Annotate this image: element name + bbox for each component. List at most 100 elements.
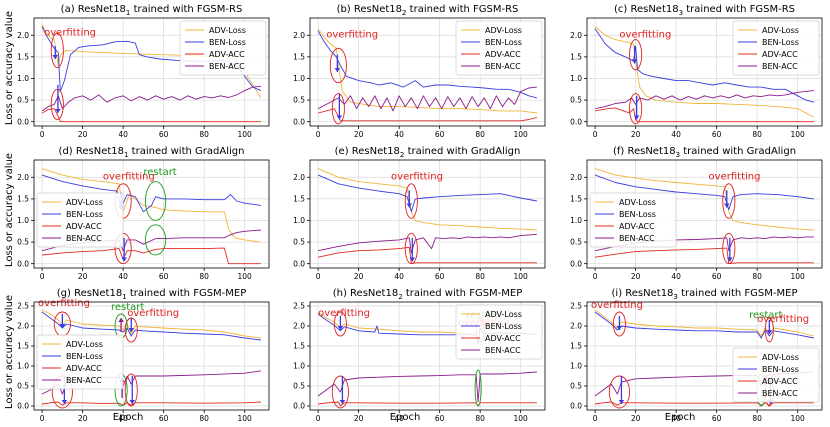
chart-title: (g) ResNet181 trained with FGSM-MEP: [57, 288, 247, 301]
annotation-arrow-head: [727, 257, 733, 262]
chart-title-subscript: 3: [679, 9, 683, 17]
annotation-label-overfit: overfitting: [127, 308, 179, 319]
annotation-ellipse-restart: [474, 369, 482, 407]
chart-title-rest: trained with FGSM-MEP: [403, 288, 523, 299]
chart-title-main: (g) ResNet18: [57, 288, 122, 299]
y-tick-label: 2.0: [17, 322, 29, 331]
y-tick-label: 1.5: [570, 194, 582, 203]
y-tick-label: 2.0: [293, 173, 305, 182]
series-line-adv-acc: [595, 247, 814, 265]
x-tick-label: 40: [671, 130, 681, 139]
legend-label-ben-loss: BEN-Loss: [209, 38, 246, 47]
legend-label-ben-loss: BEN-Loss: [66, 210, 103, 219]
annotation-label-overfit: overfitting: [44, 27, 96, 38]
legend: ADV-Loss BEN-Loss ADV-ACC BEN-ACC: [589, 192, 677, 248]
series-line-ben-loss: [41, 174, 261, 213]
x-tick-label: 100: [238, 130, 253, 139]
y-tick-label: 2.5: [17, 302, 29, 311]
y-tick-label: 2.0: [570, 173, 582, 182]
y-tick-label: 1.5: [293, 52, 305, 61]
legend-label-adv-acc: ADV-ACC: [66, 222, 102, 231]
y-tick-label: 1.5: [17, 52, 29, 61]
x-tick-label: 40: [118, 414, 128, 423]
y-tick-label: 0.5: [17, 382, 29, 391]
annotation-arrow-head: [336, 115, 343, 120]
series-line-adv-acc: [317, 108, 538, 122]
legend: ADV-Loss BEN-Loss ADV-ACC BEN-ACC: [732, 347, 820, 403]
legend-label-ben-acc: BEN-ACC: [485, 346, 521, 355]
annotation-label-overfit: overfitting: [38, 298, 90, 309]
x-tick-label: 20: [631, 130, 641, 139]
legend-label-ben-loss: BEN-Loss: [485, 38, 522, 47]
figure-xlabel-left: Epoch: [113, 412, 144, 423]
y-tick-label: 1.0: [293, 362, 305, 371]
y-tick-label: 0.5: [293, 96, 305, 105]
chart-title-main: (d) ResNet18: [59, 146, 124, 157]
annotation-arrow-head: [121, 257, 127, 262]
annotation-arrow-head: [616, 326, 623, 330]
y-tick-label: 0.5: [570, 96, 582, 105]
x-tick-label: 100: [791, 272, 806, 281]
legend-label-adv-loss: ADV-Loss: [66, 340, 103, 349]
y-tick-label: 0.0: [17, 117, 29, 126]
annotation-arrow-head: [766, 330, 773, 334]
series-line-ben-acc: [318, 233, 537, 254]
x-tick-label: 60: [159, 130, 169, 139]
annotation-label-restart: restart: [111, 302, 144, 313]
legend-label-ben-loss: BEN-Loss: [619, 210, 656, 219]
x-tick-label: 0: [40, 130, 45, 139]
x-tick-label: 60: [435, 414, 445, 423]
x-tick-label: 20: [354, 414, 364, 423]
annotation-ellipse-overfit: [722, 183, 736, 219]
chart-title-rest: trained with FGSM-MEP: [127, 288, 247, 299]
annotation-label-restart: restart: [749, 310, 782, 321]
y-tick-label: 1.0: [293, 74, 305, 83]
series-line-adv-acc: [42, 401, 261, 406]
chart-title-rest: trained with GradAlign: [404, 146, 520, 157]
chart-panel-7: (h) ResNet182 trained with FGSM-MEP 0 20 40…: [293, 288, 546, 423]
legend-label-ben-acc: BEN-ACC: [619, 234, 655, 243]
series-line-adv-loss: [594, 168, 814, 231]
annotation-arrow-head: [129, 400, 136, 404]
x-tick-label: 20: [354, 272, 364, 281]
y-tick-label: 0.5: [570, 238, 582, 247]
series-line-ben-acc: [317, 86, 537, 112]
chart-title-main: (e) ResNet18: [335, 146, 400, 157]
chart-title-subscript: 1: [124, 151, 128, 159]
chart-panel-0: (a) ResNet181 trained with FGSM-RS 0 20 40 6…: [17, 4, 270, 139]
x-tick-label: 0: [593, 414, 598, 423]
y-tick-label: 1.5: [570, 342, 582, 351]
chart-title-rest: trained with FGSM-RS: [130, 4, 242, 15]
x-tick-label: 100: [514, 414, 529, 423]
series-line-ben-acc: [595, 90, 814, 110]
chart-panel-5: (f) ResNet183 trained with GradAlign 0 20 4…: [570, 146, 823, 281]
axes-frame: [586, 17, 823, 127]
x-tick-label: 40: [118, 130, 128, 139]
legend-label-adv-loss: ADV-Loss: [619, 198, 656, 207]
figure-ylabel-bottom: Loss or accuracy value: [4, 295, 15, 409]
legend-label-adv-loss: ADV-Loss: [209, 26, 246, 35]
axes-frame: [33, 17, 270, 127]
chart-title: (e) ResNet182 trained with GradAlign: [335, 146, 521, 159]
legend-label-adv-acc: ADV-ACC: [485, 334, 521, 343]
legend-label-adv-loss: ADV-Loss: [762, 26, 799, 35]
chart-panel-4: (e) ResNet182 trained with GradAlign 0 20 4…: [293, 146, 546, 281]
annotation-label-overfit: overfitting: [391, 171, 443, 182]
series-line-adv-acc: [318, 246, 537, 265]
legend: ADV-Loss BEN-Loss ADV-ACC BEN-ACC: [455, 304, 543, 360]
y-tick-label: 1.0: [570, 362, 582, 371]
chart-title: (a) ResNet181 trained with FGSM-RS: [61, 4, 243, 17]
chart-title-rest: trained with FGSM-MEP: [678, 288, 798, 299]
chart-title-subscript: 3: [676, 151, 680, 159]
legend-label-adv-acc: ADV-ACC: [66, 364, 102, 373]
annotation-arrow-head: [406, 203, 413, 208]
chart-title-main: (c) ResNet18: [614, 4, 679, 15]
annotation-ellipse-overfit: [331, 93, 345, 125]
legend-box: [732, 347, 820, 403]
series-line-adv-loss: [317, 28, 537, 114]
axes-frame: [586, 301, 823, 411]
annotation-ellipse-overfit: [612, 311, 626, 337]
x-tick-label: 40: [394, 272, 404, 281]
chart-title-subscript: 2: [398, 293, 402, 301]
